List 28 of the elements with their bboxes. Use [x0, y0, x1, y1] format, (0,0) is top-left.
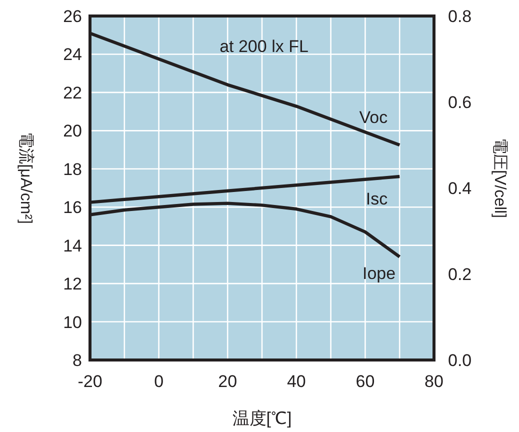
- y-tick-label: 26: [63, 7, 82, 26]
- y-tick-label: 22: [63, 83, 82, 102]
- y2-tick-label: 0.0: [448, 351, 472, 370]
- x-tick-label: 40: [286, 372, 306, 391]
- y-tick-label: 24: [63, 45, 82, 64]
- y2-tick-label: 0.6: [448, 93, 472, 112]
- annotation: at 200 lx FL: [220, 37, 308, 56]
- series-label: Voc: [359, 108, 388, 127]
- x-tick-label: 60: [356, 372, 375, 391]
- series-label: Isc: [366, 190, 388, 209]
- x-tick-label: 20: [218, 372, 238, 391]
- y-tick-label: 18: [63, 160, 82, 179]
- y-tick-label: 12: [63, 274, 82, 294]
- y2-tick-label: 0.4: [448, 179, 472, 198]
- x-tick-label: -20: [78, 372, 102, 391]
- series-label: Iope: [362, 264, 396, 283]
- y-tick-label: 8: [72, 351, 82, 370]
- y2-tick-label: 0.8: [448, 7, 472, 26]
- x-tick-label: 80: [424, 372, 444, 391]
- y-tick-label: 14: [63, 236, 82, 256]
- y2-tick-label: 0.2: [448, 265, 472, 284]
- y-tick-label: 10: [63, 312, 82, 332]
- y-axis-title: 電流[μA/cm²]: [17, 132, 35, 224]
- x-axis-title: 温度[℃]: [232, 409, 292, 428]
- x-tick-label: 0: [154, 372, 164, 391]
- y2-axis-title: 電圧[V/cell]: [491, 138, 508, 218]
- y-tick-label: 16: [63, 198, 82, 218]
- y-tick-label: 20: [63, 122, 82, 141]
